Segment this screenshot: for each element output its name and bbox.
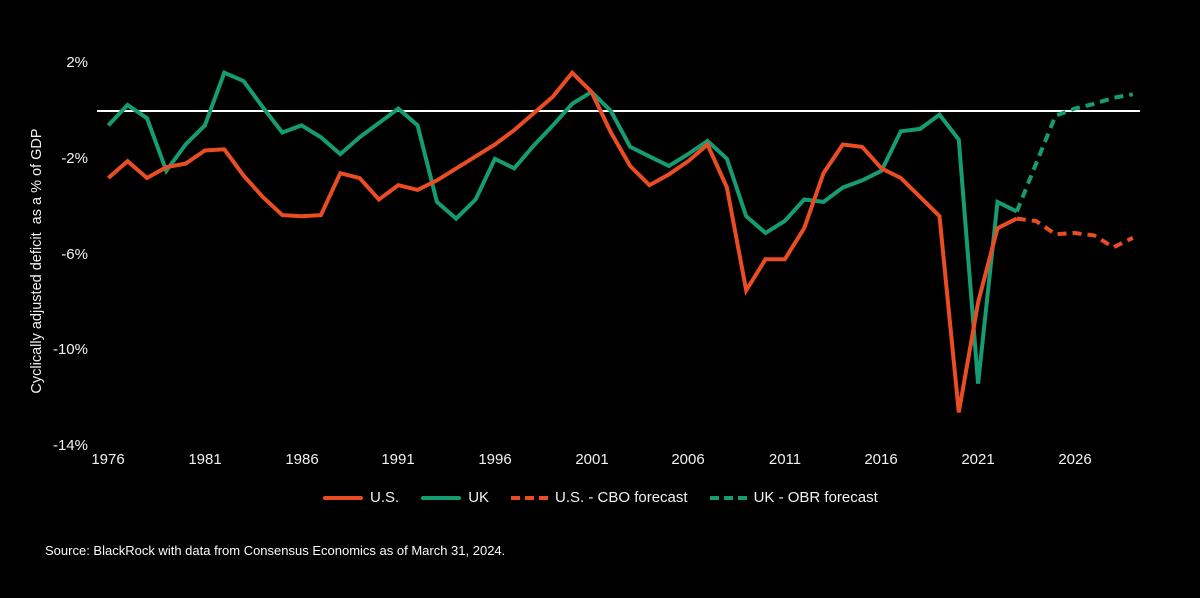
legend-item-uk: UK <box>421 489 489 507</box>
x-tick-label: 1981 <box>188 451 222 468</box>
x-tick-label: 1996 <box>478 451 512 468</box>
y-tick-label: 2% <box>66 54 88 71</box>
x-tick-label: 2021 <box>961 451 995 468</box>
x-tick-label: 1986 <box>285 451 319 468</box>
legend-item-uk-obr-forecast: UK - OBR forecast <box>709 489 878 507</box>
x-tick-label: 2006 <box>671 451 705 468</box>
legend-label-uk-obr: UK - OBR forecast <box>753 489 878 506</box>
series-line-u-s-cbo-forecast <box>1016 216 1134 250</box>
legend-label-uk: UK <box>468 489 490 506</box>
x-tick-label: 2011 <box>768 451 802 468</box>
legend-item-us-cbo-forecast: U.S. - CBO forecast <box>511 489 688 507</box>
x-tick-label: 2016 <box>864 451 898 468</box>
x-tick-label: 2001 <box>575 451 609 468</box>
us-cbo-dashed-line-swatch <box>511 496 549 500</box>
series-line-uk <box>106 70 1018 384</box>
legend: U.S. UK U.S. - CBO forecast UK - OBR for… <box>323 489 878 507</box>
us-solid-line-swatch <box>323 496 363 500</box>
legend-label-us: U.S. <box>370 489 400 506</box>
series-line-uk-obr-forecast <box>1014 92 1134 213</box>
y-tick-label: -10% <box>52 341 88 358</box>
source-note: Source: BlackRock with data from Consens… <box>45 543 506 558</box>
uk-solid-line-swatch <box>421 496 462 500</box>
x-tick-label: 1991 <box>381 451 415 468</box>
uk-obr-dashed-line-swatch <box>709 496 747 500</box>
y-tick-label: -14% <box>52 437 88 454</box>
legend-label-us-cbo: U.S. - CBO forecast <box>555 489 688 506</box>
x-tick-label: 1976 <box>91 451 125 468</box>
y-tick-label: -6% <box>61 246 88 263</box>
legend-item-us: U.S. <box>323 489 399 507</box>
series-line-u-s <box>106 69 1018 413</box>
x-tick-label: 2026 <box>1058 451 1092 468</box>
y-tick-label: -2% <box>61 150 88 167</box>
